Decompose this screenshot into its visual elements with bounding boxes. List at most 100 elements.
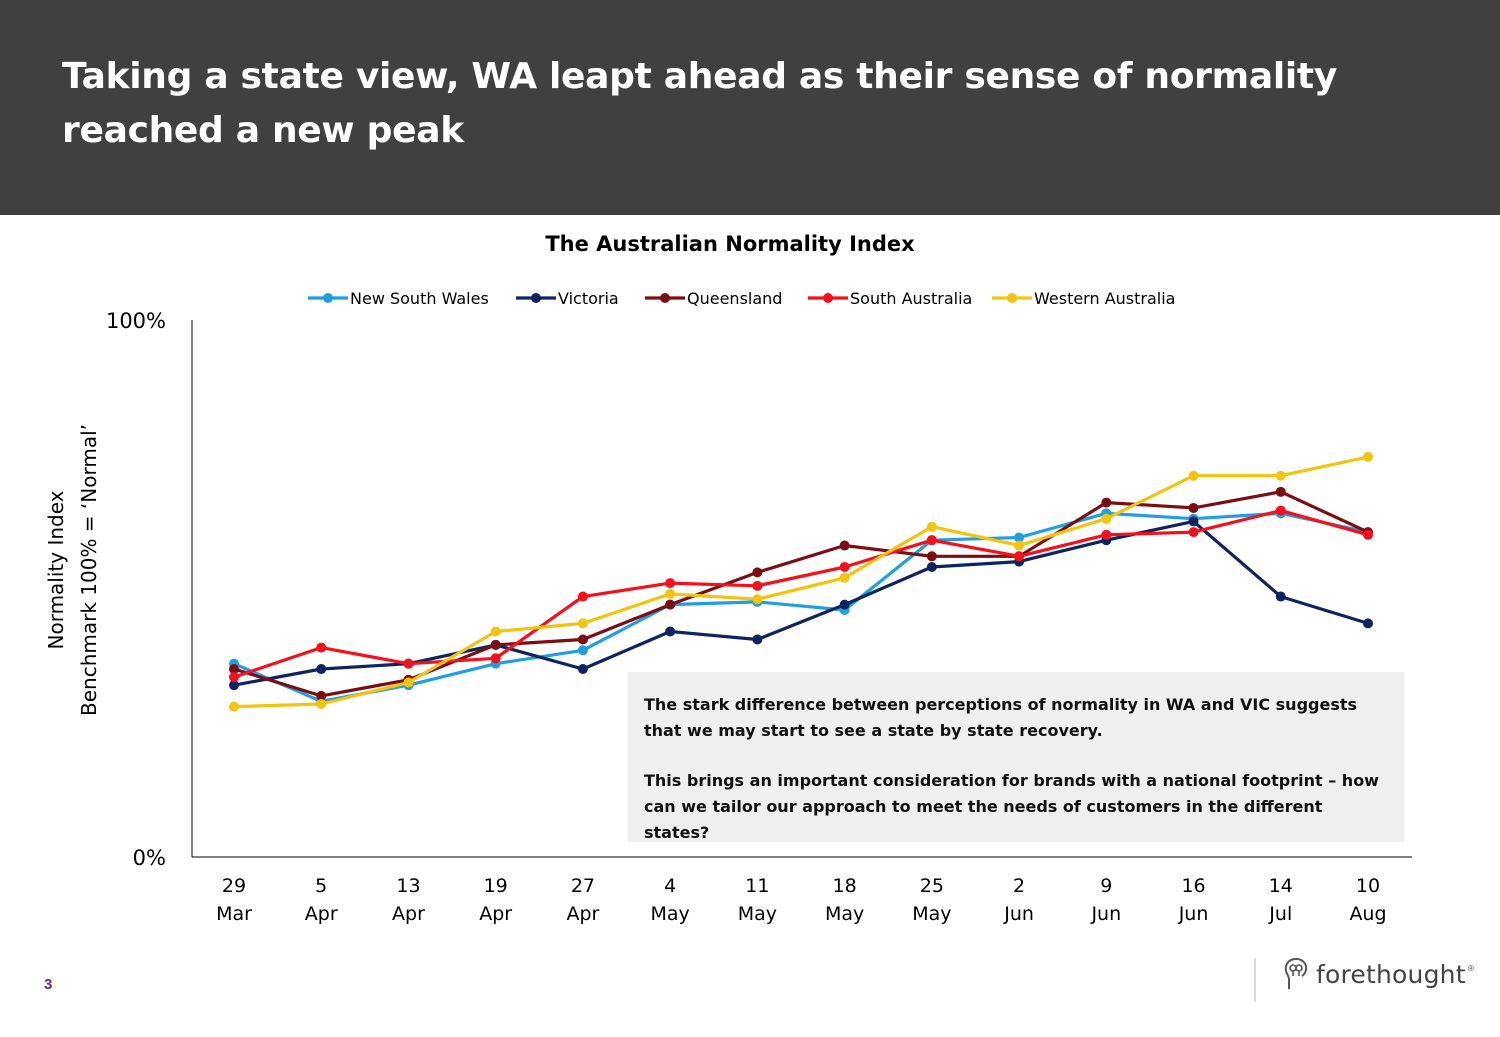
legend-label-new-south-wales: New South Wales [350,289,489,308]
data-point-victoria [577,664,588,675]
data-point-victoria [1188,516,1199,527]
data-point-south-australia [1101,529,1112,540]
data-point-western-australia [316,698,327,709]
data-point-queensland [577,634,588,645]
page-title: Taking a state view, WA leapt ahead as t… [62,56,1337,151]
data-point-south-australia [490,653,501,664]
data-point-victoria [229,680,239,691]
legend-label-victoria: Victoria [558,289,619,308]
header-banner: Taking a state view, WA leapt ahead as t… [0,0,1500,215]
logo-text: forethought [1316,959,1466,989]
data-point-queensland [316,690,327,701]
data-point-queensland [1275,486,1286,497]
callout-paragraph-1: The stark difference between perceptions… [644,695,1358,740]
data-point-south-australia [1014,551,1025,562]
x-tick-label: Apr [305,903,338,925]
x-tick-label: May [825,903,864,925]
data-point-western-australia [1363,451,1373,462]
x-tick-label: May [912,903,951,925]
series-line-victoria [233,519,1369,687]
x-tick-label: 2 [1013,875,1025,897]
x-tick-label: Jun [1003,903,1034,925]
data-point-victoria [1363,618,1373,629]
data-point-new-south-wales [577,645,588,656]
series-line-south-australia [233,509,1369,679]
x-tick-label: Mar [216,903,252,925]
y-axis-sublabel: Benchmark 100% = ‘Normal’ [77,424,101,716]
data-point-western-australia [1101,513,1112,524]
data-point-queensland [665,599,676,610]
data-point-south-australia [316,642,327,653]
data-point-western-australia [577,618,588,629]
data-point-western-australia [926,521,937,532]
legend-marker-queensland [660,293,670,303]
callout-box: The stark difference between perceptions… [628,672,1404,842]
data-point-queensland [926,551,937,562]
callout-paragraph-2: This brings an important consideration f… [644,771,1379,842]
data-point-victoria [665,626,676,637]
x-tick-label: Jun [1178,903,1209,925]
x-tick-label: Jun [1090,903,1121,925]
series-line-new-south-wales [233,511,1369,703]
data-point-western-australia [490,626,501,637]
data-point-south-australia [1363,529,1373,540]
data-point-victoria [839,599,850,610]
forethought-logo: forethought ® [1282,956,1474,992]
legend-label-queensland: Queensland [687,289,782,308]
x-tick-label: May [651,903,690,925]
x-tick-label: 14 [1269,875,1293,897]
x-tick-label: 5 [315,875,327,897]
data-point-western-australia [1275,470,1286,481]
page-number: 3 [44,976,53,993]
data-point-queensland [752,567,763,578]
y-axis-label: Normality Index [44,490,68,649]
data-point-western-australia [1014,540,1025,551]
data-point-victoria [926,562,937,573]
x-tick-label: Aug [1349,903,1386,925]
logo-divider [1254,958,1256,1002]
legend-marker-western-australia [1007,293,1017,303]
x-tick-label: 16 [1181,875,1205,897]
x-tick-label: 11 [745,875,769,897]
x-tick-label: May [738,903,777,925]
data-point-queensland [490,639,501,650]
data-point-queensland [1188,502,1199,513]
x-tick-label: 25 [920,875,944,897]
x-tick-label: 13 [396,875,420,897]
data-point-western-australia [839,572,850,583]
y-tick-label: 100% [106,309,166,333]
legend-marker-new-south-wales [323,293,333,303]
head-icon [1284,958,1308,989]
data-point-western-australia [403,677,414,688]
x-tick-label: Apr [566,903,599,925]
logo-registered-mark: ® [1467,963,1474,973]
data-point-victoria [316,664,327,675]
data-point-south-australia [665,578,676,589]
x-tick-label: 9 [1100,875,1112,897]
data-point-south-australia [1188,527,1199,538]
x-tick-label: 18 [833,875,857,897]
data-point-south-australia [403,658,414,669]
data-point-western-australia [229,701,239,712]
legend-marker-south-australia [823,293,833,303]
data-point-queensland [1101,497,1112,508]
x-tick-label: Apr [479,903,512,925]
data-point-south-australia [577,591,588,602]
x-tick-label: 27 [571,875,595,897]
legend-label-western-australia: Western Australia [1034,289,1175,308]
legend-marker-victoria [531,293,541,303]
data-point-victoria [1275,591,1286,602]
data-point-western-australia [665,588,676,599]
x-tick-label: 29 [222,875,246,897]
data-point-south-australia [926,535,937,546]
legend-label-south-australia: South Australia [850,289,972,308]
y-tick-label: 0% [133,846,166,870]
x-tick-label: 4 [664,875,676,897]
x-tick-label: Apr [392,903,425,925]
x-tick-label: Jul [1268,903,1292,925]
data-point-queensland [839,540,850,551]
data-point-new-south-wales [1014,532,1025,543]
data-point-queensland [229,664,239,675]
data-point-western-australia [1188,470,1199,481]
